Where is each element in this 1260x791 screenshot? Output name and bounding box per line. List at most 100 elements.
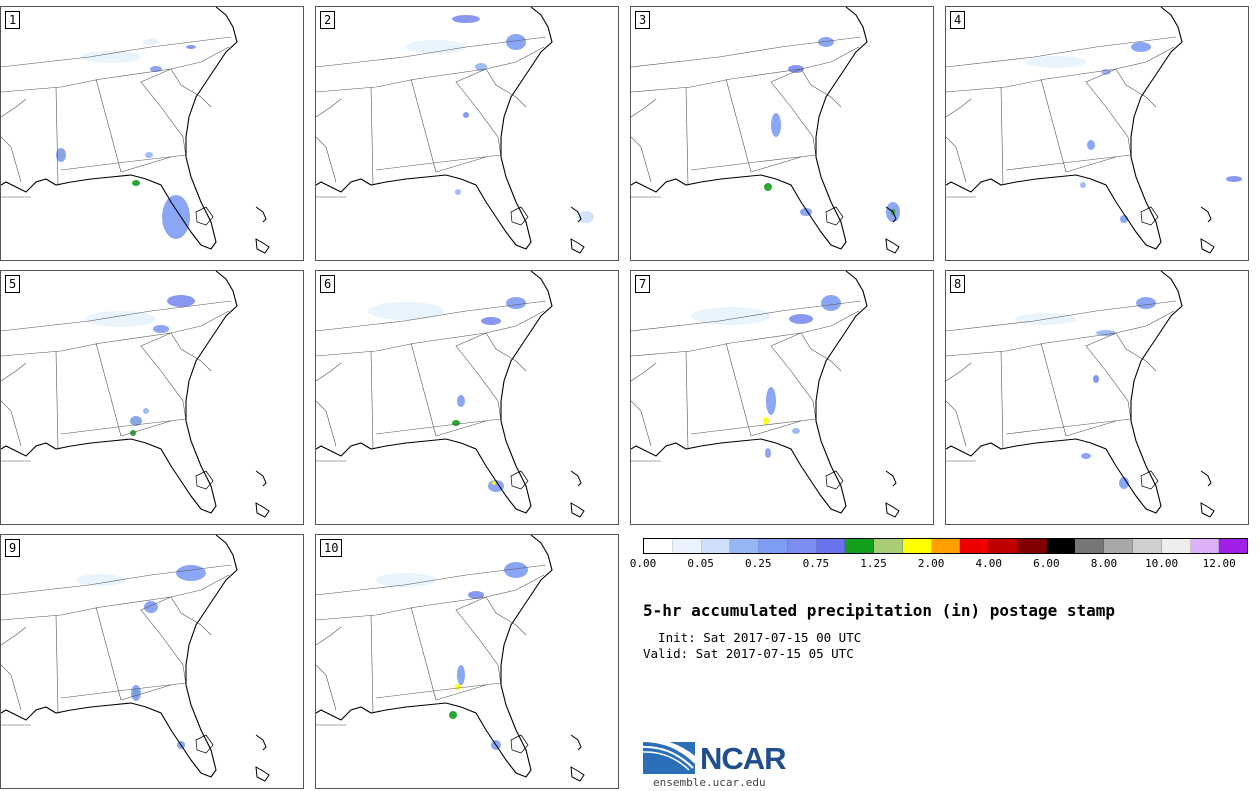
precip-area xyxy=(506,297,526,309)
state-border xyxy=(1,362,27,382)
precip-area xyxy=(132,180,140,186)
map-canvas xyxy=(1,535,270,782)
precip-area xyxy=(1096,330,1116,336)
state-border xyxy=(316,564,547,596)
island xyxy=(570,734,582,751)
island xyxy=(885,206,897,223)
colorbar-tick-label: 0.05 xyxy=(687,557,714,570)
precip-area xyxy=(818,37,834,47)
island xyxy=(255,766,270,782)
state-border xyxy=(1115,332,1157,372)
precip-area xyxy=(457,395,465,407)
island xyxy=(255,470,267,487)
state-border xyxy=(631,300,862,332)
colorbar-swatch xyxy=(902,539,932,553)
state-border xyxy=(946,136,967,183)
state-border xyxy=(316,362,342,382)
state-border xyxy=(485,68,527,108)
precip-area xyxy=(821,295,841,311)
precip-area xyxy=(1080,182,1086,188)
state-border xyxy=(170,596,212,636)
island xyxy=(255,238,270,254)
state-border xyxy=(455,332,502,422)
precip-area xyxy=(452,15,480,23)
island xyxy=(885,470,897,487)
member-panel-6: 6 xyxy=(315,270,619,525)
colorbar-swatch xyxy=(701,539,731,553)
precip-area xyxy=(452,420,460,426)
state-border xyxy=(770,68,817,158)
state-border xyxy=(316,574,545,621)
colorbar-tick-label: 0.00 xyxy=(629,557,657,570)
state-border xyxy=(1,626,27,646)
precip-area xyxy=(457,665,465,685)
map-canvas xyxy=(316,535,585,782)
state-border xyxy=(1085,332,1132,422)
lake-okeechobee xyxy=(825,206,844,226)
state-border xyxy=(631,310,860,357)
state-border xyxy=(170,68,212,108)
precip-area xyxy=(455,684,461,690)
state-border xyxy=(55,86,59,186)
precip-area xyxy=(143,408,149,414)
map-canvas xyxy=(316,271,585,518)
lake-okeechobee xyxy=(510,470,529,490)
ncar-logo-text: NCAR xyxy=(700,741,787,776)
state-border xyxy=(455,596,502,686)
island xyxy=(570,206,582,223)
state-border xyxy=(631,36,862,68)
state-border xyxy=(631,136,652,183)
state-border xyxy=(770,332,817,422)
precip-area xyxy=(143,39,159,45)
colorbar-swatch xyxy=(1104,539,1134,553)
island xyxy=(885,238,900,254)
state-border xyxy=(946,36,1177,68)
state-border xyxy=(120,684,172,701)
state-border xyxy=(1005,418,1132,435)
state-border xyxy=(316,136,337,183)
precip-colorbar xyxy=(643,538,1248,554)
state-border xyxy=(1,400,22,447)
colorbar-tick-label: 0.25 xyxy=(744,557,772,570)
precip-area xyxy=(167,295,195,307)
lake-okeechobee xyxy=(510,734,529,754)
member-panel-2: 2 xyxy=(315,6,619,261)
precip-area xyxy=(1119,477,1129,489)
state-border xyxy=(1000,86,1004,186)
state-border xyxy=(435,684,487,701)
map-canvas xyxy=(946,271,1215,518)
member-label: 2 xyxy=(320,11,336,29)
precip-area xyxy=(449,711,457,719)
member-panel-9: 9 xyxy=(0,534,304,789)
member-panel-7: 7 xyxy=(630,270,934,525)
precip-area xyxy=(766,387,776,415)
state-border xyxy=(1065,156,1117,173)
state-border xyxy=(95,78,122,173)
state-border xyxy=(631,98,657,118)
member-label: 3 xyxy=(635,11,651,29)
precip-area xyxy=(76,574,126,586)
colorbar-tick-label: 2.00 xyxy=(917,557,945,570)
member-label: 6 xyxy=(320,275,336,293)
coastline xyxy=(316,271,553,514)
state-border xyxy=(370,614,374,714)
colorbar-swatch xyxy=(759,539,788,553)
precip-area xyxy=(130,430,136,436)
state-border xyxy=(375,682,502,699)
precip-area xyxy=(176,565,206,581)
precip-area xyxy=(1026,56,1086,68)
coastline xyxy=(1,535,238,778)
colorbar-swatch xyxy=(874,539,903,553)
precip-area xyxy=(788,65,804,73)
state-border xyxy=(485,332,527,372)
coastline xyxy=(631,7,868,250)
colorbar-swatch xyxy=(1190,539,1220,553)
coastline xyxy=(316,535,553,778)
colorbar-swatch xyxy=(1075,539,1105,553)
state-border xyxy=(60,682,187,699)
state-border xyxy=(370,86,374,186)
state-border xyxy=(55,614,59,714)
member-panel-4: 4 xyxy=(945,6,1249,261)
precip-area xyxy=(691,307,771,325)
state-border xyxy=(1,564,232,596)
